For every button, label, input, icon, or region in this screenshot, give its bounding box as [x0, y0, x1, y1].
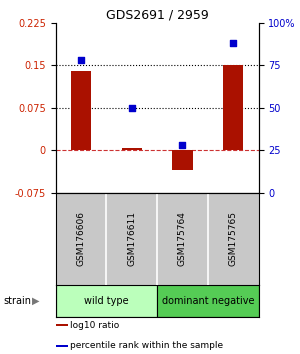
Text: GSM176611: GSM176611 [127, 211, 136, 267]
Text: dominant negative: dominant negative [162, 296, 254, 306]
Bar [122, 148, 142, 150]
Point [231, 41, 236, 46]
Point [79, 58, 83, 63]
Title: GDS2691 / 2959: GDS2691 / 2959 [106, 9, 208, 22]
Text: GSM176606: GSM176606 [76, 211, 85, 267]
Text: log10 ratio: log10 ratio [70, 320, 119, 330]
Point [180, 143, 185, 148]
Text: ▶: ▶ [32, 296, 39, 306]
Bar [56, 285, 157, 317]
Text: wild type: wild type [84, 296, 129, 306]
Bar [56, 324, 68, 326]
Text: percentile rank within the sample: percentile rank within the sample [70, 341, 223, 350]
Text: GSM175765: GSM175765 [229, 211, 238, 267]
Bar [223, 65, 243, 150]
Bar [56, 344, 68, 347]
Text: strain: strain [3, 296, 31, 306]
Bar [157, 285, 259, 317]
Text: GSM175764: GSM175764 [178, 211, 187, 267]
Point [129, 105, 134, 111]
Bar [172, 150, 193, 170]
Bar [71, 71, 91, 150]
